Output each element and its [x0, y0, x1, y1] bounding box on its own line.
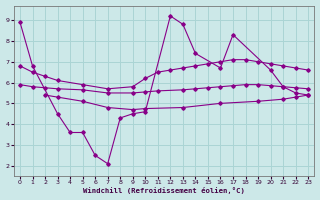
- X-axis label: Windchill (Refroidissement éolien,°C): Windchill (Refroidissement éolien,°C): [83, 187, 245, 194]
